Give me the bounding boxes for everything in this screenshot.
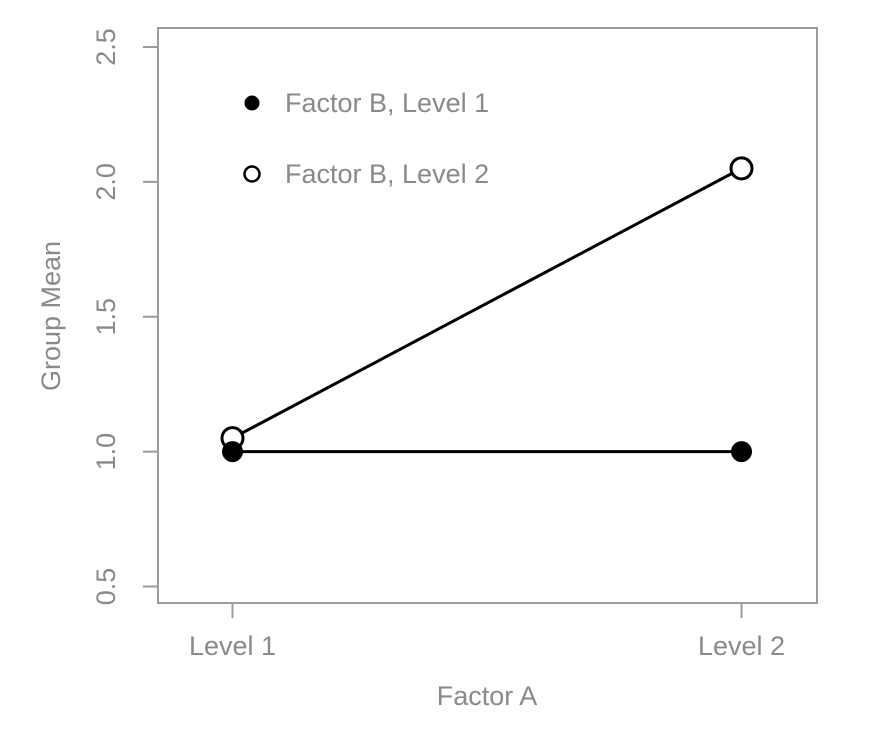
legend-item: Factor B, Level 2 (243, 159, 489, 189)
y-axis-title: Group Mean (36, 241, 66, 391)
x-axis-tick-label: Level 1 (189, 631, 276, 661)
y-axis-tick-label: 0.5 (91, 568, 121, 606)
y-axis-tick-label: 1.5 (91, 298, 121, 336)
data-point-open (729, 156, 754, 181)
y-axis-tick-label: 2.0 (91, 163, 121, 201)
legend-item: Factor B, Level 1 (244, 88, 489, 118)
x-axis-title: Factor A (437, 681, 538, 711)
legend-label: Factor B, Level 1 (285, 88, 489, 118)
legend-marker-open-circle-icon (243, 165, 261, 183)
chart-generated-content: 0.5 1.0 1.5 2.0 2.5 Level 1 Level 2 Factor B, L… (91, 27, 818, 661)
data-point-filled (222, 441, 243, 463)
plot-border (157, 27, 818, 604)
legend-marker-filled-circle-icon (244, 95, 260, 111)
data-point-filled (731, 441, 752, 463)
series-line-2 (231, 167, 743, 440)
legend-label: Factor B, Level 2 (285, 159, 489, 189)
y-axis-tick-label: 1.0 (91, 433, 121, 471)
y-axis-tick-label: 2.5 (91, 28, 121, 66)
x-axis-tick-label: Level 2 (698, 631, 785, 661)
